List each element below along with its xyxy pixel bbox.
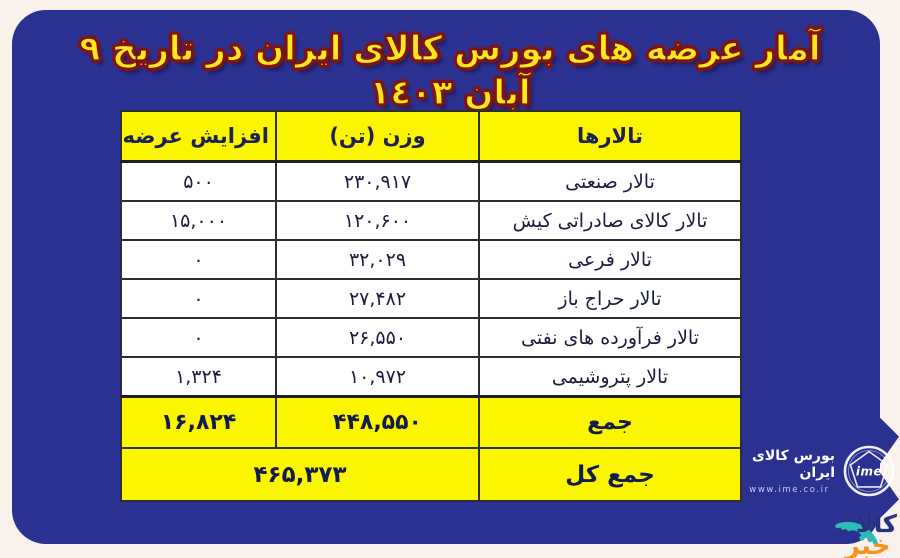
hall-name-cell: تالار کالای صادراتی کیش (478, 200, 742, 241)
sum-label-cell: جمع (478, 395, 742, 449)
header-cell-weight: وزن (تن) (275, 110, 480, 163)
sum-increase-cell: ۱۶,۸۲۴ (120, 395, 277, 449)
increase-cell: ۵۰۰ (120, 160, 277, 202)
header-cell-halls: تالارها (478, 110, 742, 163)
sum-row: جمع ۴۴۸,۵۵۰ ۱۶,۸۲۴ (120, 395, 742, 449)
increase-cell: ۰ (120, 239, 277, 280)
signal-arcs-icon (835, 522, 879, 547)
hall-name-cell: تالار فرعی (478, 239, 742, 280)
table-row: تالار حراج باز ۲۷,۴۸۲ ۰ (120, 278, 742, 319)
svg-text:ime: ime (856, 465, 882, 479)
header-cell-increase: افزایش عرضه (تن) (120, 110, 277, 163)
table-row: تالار صنعتی ۲۳۰,۹۱۷ ۵۰۰ (120, 160, 742, 202)
weight-cell: ۲۳۰,۹۱۷ (275, 160, 480, 202)
ime-emblem-icon: ime (843, 445, 895, 497)
hall-name-cell: تالار پتروشیمی (478, 356, 742, 398)
weight-cell: ۱۰,۹۷۲ (275, 356, 480, 398)
table-row: تالار پتروشیمی ۱۰,۹۷۲ ۱,۳۲۴ (120, 356, 742, 398)
page-title: آمار عرضه های بورس کالای ایران در تاریخ … (79, 28, 821, 114)
weight-cell: ۱۲۰,۶۰۰ (275, 200, 480, 241)
increase-cell: ۱,۳۲۴ (120, 356, 277, 398)
ime-company-name: بورس کالای ایران (752, 447, 835, 482)
ime-logo: بورس کالای ایران www.ime.co.ir ime (744, 439, 896, 503)
supply-table: تالارها وزن (تن) افزایش عرضه (تن) تالار … (120, 110, 742, 502)
increase-cell: ۱۵,۰۰۰ (120, 200, 277, 241)
weight-cell: ۳۲,۰۲۹ (275, 239, 480, 280)
table-row: تالار کالای صادراتی کیش ۱۲۰,۶۰۰ ۱۵,۰۰۰ (120, 200, 742, 241)
hall-name-cell: تالار فرآورده های نفتی (478, 317, 742, 358)
grand-total-row: جمع کل ۴۶۵,۳۷۳ (120, 447, 742, 502)
sum-weight-cell: ۴۴۸,۵۵۰ (275, 395, 480, 449)
table-header-row: تالارها وزن (تن) افزایش عرضه (تن) (120, 110, 742, 163)
grand-total-label-cell: جمع کل (478, 447, 742, 502)
watermark-khabar-text: خبر (845, 531, 891, 558)
table-row: تالار فرآورده های نفتی ۲۶,۵۵۰ ۰ (120, 317, 742, 358)
increase-cell: ۰ (120, 278, 277, 319)
hall-name-cell: تالار حراج باز (478, 278, 742, 319)
grand-total-value-cell: ۴۶۵,۳۷۳ (120, 447, 480, 502)
weight-cell: ۲۷,۴۸۲ (275, 278, 480, 319)
hall-name-cell: تالار صنعتی (478, 160, 742, 202)
ime-logo-text: بورس کالای ایران www.ime.co.ir (744, 448, 835, 495)
weight-cell: ۲۶,۵۵۰ (275, 317, 480, 358)
table-row: تالار فرعی ۳۲,۰۲۹ ۰ (120, 239, 742, 280)
ime-website-url: www.ime.co.ir (749, 484, 830, 495)
increase-cell: ۰ (120, 317, 277, 358)
watermark-kala-text: کالا (856, 510, 897, 538)
